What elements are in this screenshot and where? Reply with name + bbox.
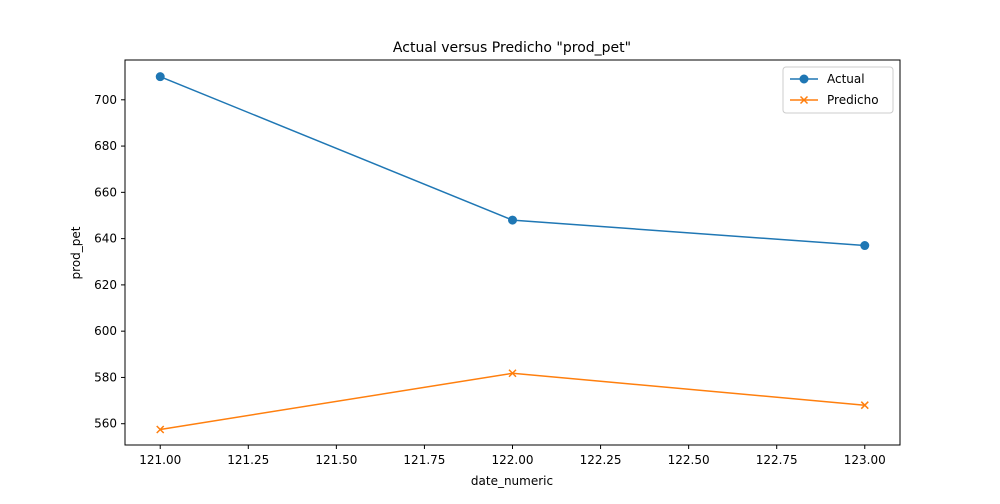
y-tick-label: 660	[94, 185, 117, 199]
x-tick-label: 121.00	[139, 453, 181, 467]
x-tick-label: 121.25	[227, 453, 269, 467]
y-tick-label: 580	[94, 370, 117, 384]
series-actual	[155, 72, 870, 251]
chart-title: Actual versus Predicho "prod_pet"	[393, 40, 631, 56]
legend-entry: Actual	[790, 72, 865, 86]
x-tick-label: 121.50	[315, 453, 357, 467]
plot-area	[155, 72, 870, 434]
x-tick-label: 123.00	[844, 453, 886, 467]
legend-label: Actual	[827, 72, 865, 86]
legend: Actual Predicho	[782, 66, 894, 114]
y-tick-label: 600	[94, 324, 117, 338]
data-point	[155, 72, 165, 82]
series-predicho	[156, 369, 869, 434]
y-tick-label: 620	[94, 278, 117, 292]
data-point	[156, 425, 165, 434]
data-point	[860, 401, 869, 410]
x-tick-label: 122.50	[668, 453, 710, 467]
legend-label: Predicho	[827, 93, 879, 107]
x-tick-label: 121.75	[403, 453, 445, 467]
y-tick-label: 560	[94, 417, 117, 431]
x-tick-label: 122.00	[492, 453, 534, 467]
y-tick-label: 700	[94, 93, 117, 107]
y-axis-label: prod_pet	[69, 226, 83, 279]
x-axis-label: date_numeric	[471, 474, 553, 488]
x-tick-label: 122.75	[756, 453, 798, 467]
x-tick-label: 122.25	[580, 453, 622, 467]
y-tick-label: 640	[94, 232, 117, 246]
y-axis-ticks: 560 580 600 620 640 660 680 700	[94, 93, 125, 431]
y-tick-label: 680	[94, 139, 117, 153]
data-point	[508, 215, 517, 225]
data-point	[508, 369, 517, 378]
legend-marker	[799, 74, 809, 84]
data-point	[860, 241, 870, 251]
legend-marker	[799, 95, 809, 105]
x-axis-ticks: 121.00 121.25 121.50 121.75 122.00 122.25 122.…	[139, 445, 886, 467]
legend-entry: Predicho	[790, 93, 879, 107]
